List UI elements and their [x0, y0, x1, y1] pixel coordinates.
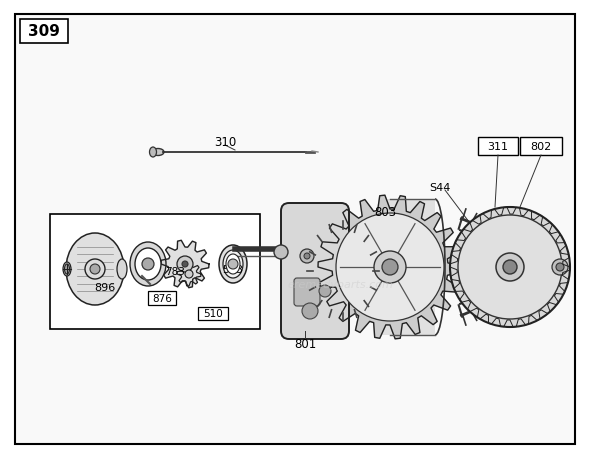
Bar: [380, 200, 435, 335]
Circle shape: [503, 260, 517, 274]
FancyArrowPatch shape: [515, 283, 524, 310]
Circle shape: [506, 263, 516, 272]
FancyArrowPatch shape: [515, 224, 524, 252]
Ellipse shape: [64, 264, 70, 274]
Circle shape: [556, 263, 564, 271]
Text: eremedyparts.com: eremedyparts.com: [287, 280, 393, 289]
Circle shape: [319, 285, 331, 297]
Circle shape: [185, 270, 193, 279]
Circle shape: [182, 262, 188, 268]
Text: S44: S44: [430, 183, 451, 193]
Polygon shape: [177, 263, 201, 286]
Bar: [478, 138, 518, 156]
Circle shape: [177, 257, 193, 272]
Circle shape: [450, 207, 570, 327]
Circle shape: [274, 246, 288, 259]
Text: 309: 309: [28, 24, 60, 39]
Text: 310: 310: [214, 136, 236, 149]
Circle shape: [336, 213, 444, 321]
FancyBboxPatch shape: [281, 203, 349, 339]
Ellipse shape: [117, 259, 127, 280]
Polygon shape: [450, 207, 570, 327]
Bar: [50, 214, 260, 329]
Text: 896: 896: [94, 282, 116, 292]
Circle shape: [304, 253, 310, 259]
Ellipse shape: [63, 263, 71, 276]
Polygon shape: [318, 196, 462, 339]
Bar: [520, 138, 562, 156]
Text: 311: 311: [487, 142, 509, 151]
FancyArrowPatch shape: [473, 277, 496, 294]
Ellipse shape: [149, 148, 156, 157]
Bar: [20, 20, 68, 44]
Text: 803: 803: [374, 206, 396, 219]
Circle shape: [496, 253, 524, 281]
Circle shape: [142, 258, 154, 270]
Text: 876: 876: [152, 293, 172, 303]
Polygon shape: [161, 241, 209, 288]
FancyArrowPatch shape: [473, 241, 496, 257]
Circle shape: [302, 303, 318, 319]
Text: 783: 783: [165, 266, 185, 276]
Text: 801: 801: [294, 338, 316, 351]
Text: 510: 510: [203, 309, 223, 319]
Ellipse shape: [223, 251, 243, 279]
FancyBboxPatch shape: [294, 279, 320, 306]
Bar: [148, 291, 176, 305]
Ellipse shape: [135, 248, 161, 280]
Circle shape: [90, 264, 100, 274]
Bar: [198, 308, 228, 320]
Circle shape: [382, 259, 398, 275]
Ellipse shape: [226, 254, 240, 274]
Ellipse shape: [130, 242, 166, 286]
Circle shape: [85, 259, 105, 280]
Text: 513: 513: [222, 264, 244, 274]
Ellipse shape: [152, 149, 164, 156]
Circle shape: [300, 249, 314, 263]
Circle shape: [228, 259, 238, 269]
Circle shape: [374, 252, 406, 283]
Ellipse shape: [219, 246, 247, 283]
Ellipse shape: [66, 234, 124, 305]
Circle shape: [552, 259, 568, 275]
Text: 802: 802: [530, 142, 552, 151]
Circle shape: [458, 216, 562, 319]
